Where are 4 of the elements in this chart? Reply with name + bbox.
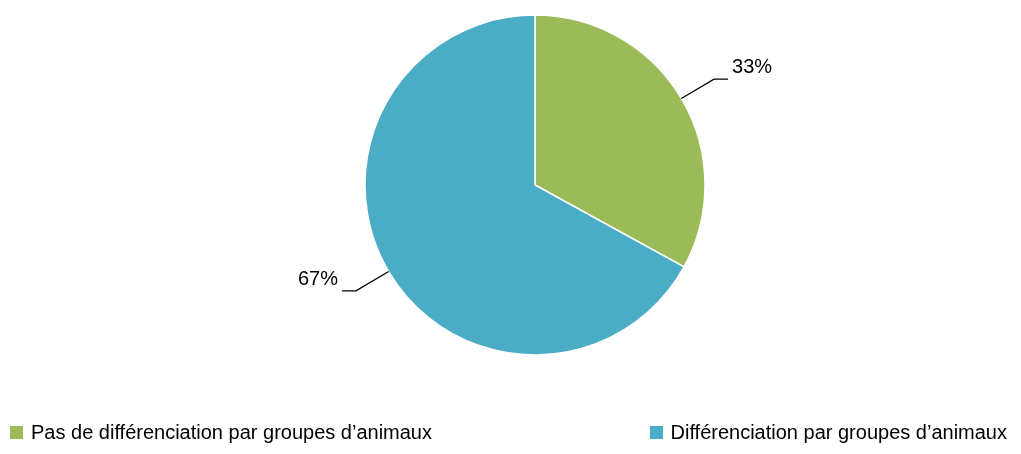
data-label: 67% bbox=[297, 266, 339, 289]
legend-label: Pas de différenciation par groupes d’animaux bbox=[31, 421, 432, 444]
data-label: 33% bbox=[732, 55, 773, 78]
legend-label: Différenciation par groupes d’animaux bbox=[670, 421, 1007, 444]
